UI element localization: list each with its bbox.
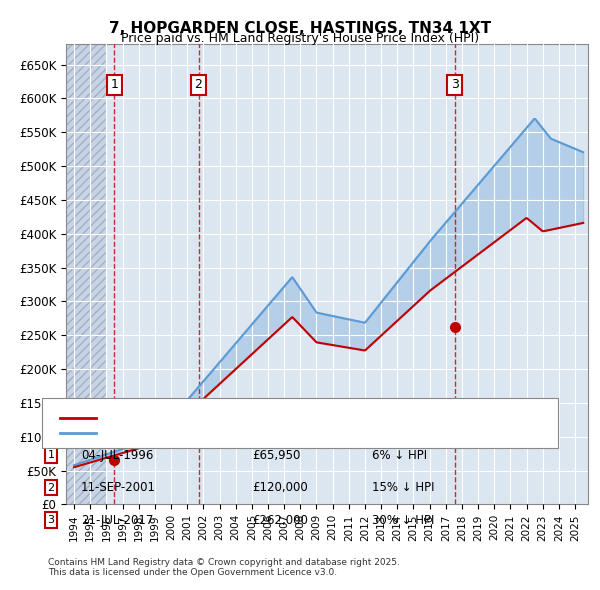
Text: £65,950: £65,950 bbox=[252, 448, 301, 462]
Text: 3: 3 bbox=[451, 78, 458, 91]
Text: HPI: Average price, detached house, Hastings: HPI: Average price, detached house, Hast… bbox=[102, 428, 340, 438]
Text: 1: 1 bbox=[110, 78, 118, 91]
Text: 04-JUL-1996: 04-JUL-1996 bbox=[81, 448, 154, 462]
Text: 2: 2 bbox=[47, 483, 55, 493]
Text: £262,000: £262,000 bbox=[252, 513, 308, 527]
Text: 11-SEP-2001: 11-SEP-2001 bbox=[81, 481, 156, 494]
Text: 7, HOPGARDEN CLOSE, HASTINGS, TN34 1XT: 7, HOPGARDEN CLOSE, HASTINGS, TN34 1XT bbox=[109, 21, 491, 35]
Text: 6% ↓ HPI: 6% ↓ HPI bbox=[372, 448, 427, 462]
Text: 30% ↓ HPI: 30% ↓ HPI bbox=[372, 513, 434, 527]
Text: 3: 3 bbox=[47, 515, 55, 525]
Text: 15% ↓ HPI: 15% ↓ HPI bbox=[372, 481, 434, 494]
Text: 2: 2 bbox=[194, 78, 202, 91]
Text: Contains HM Land Registry data © Crown copyright and database right 2025.
This d: Contains HM Land Registry data © Crown c… bbox=[48, 558, 400, 577]
Text: Price paid vs. HM Land Registry's House Price Index (HPI): Price paid vs. HM Land Registry's House … bbox=[121, 32, 479, 45]
Text: 1: 1 bbox=[47, 450, 55, 460]
Bar bbox=[66, 44, 106, 504]
Text: 21-JUL-2017: 21-JUL-2017 bbox=[81, 513, 154, 527]
Text: £120,000: £120,000 bbox=[252, 481, 308, 494]
Text: 7, HOPGARDEN CLOSE, HASTINGS, TN34 1XT (detached house): 7, HOPGARDEN CLOSE, HASTINGS, TN34 1XT (… bbox=[102, 414, 431, 424]
